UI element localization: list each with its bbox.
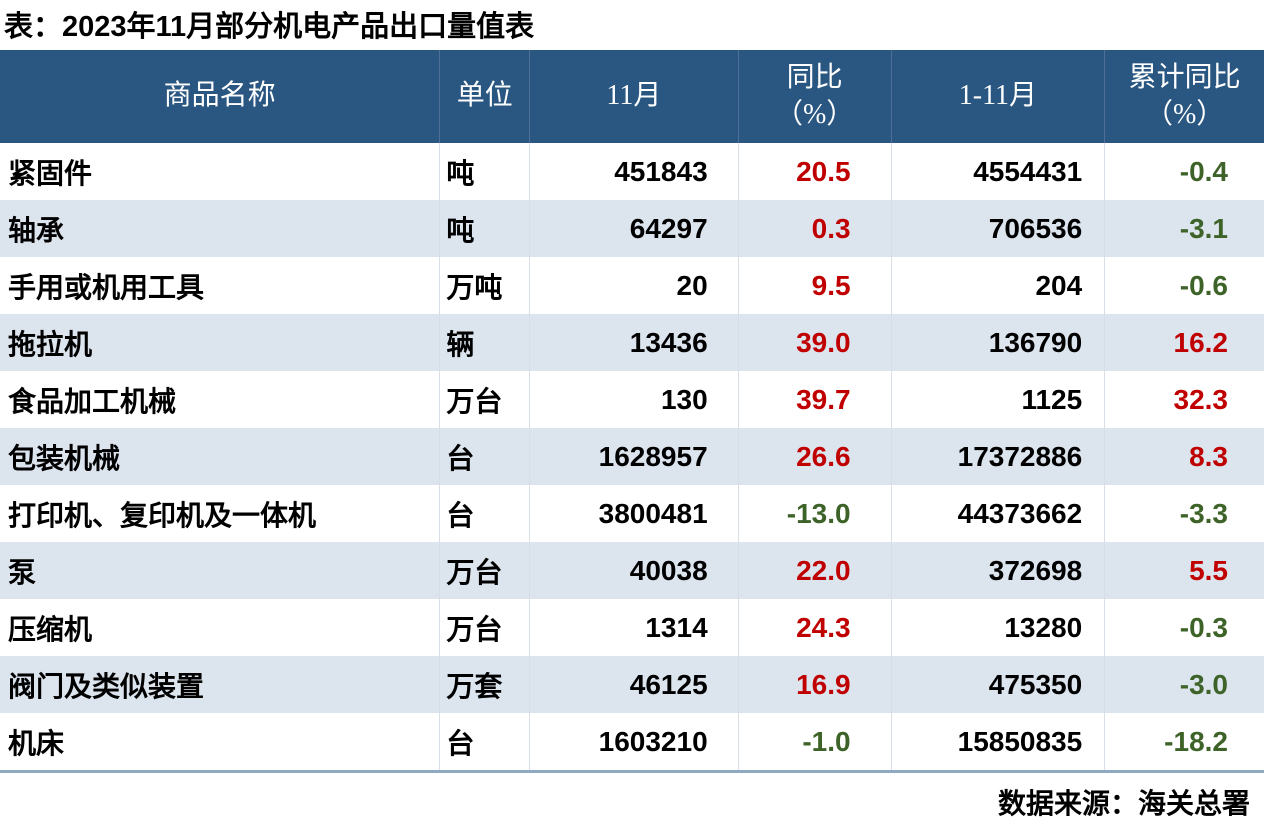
cumulative-yoy-cell: -0.6 <box>1179 269 1228 301</box>
table-row: 包装机械 台 1628957 26.6 17372886 8.3 <box>0 428 1264 485</box>
november-value-cell: 46125 <box>529 656 739 713</box>
export-data-table: 商品名称 单位 11月 同比 （%） 1-11月 累计同比 （%） 紧固件 吨 45… <box>0 50 1264 773</box>
cumulative-yoy-cell: 32.3 <box>1173 383 1229 415</box>
jan-nov-value-cell: 17372886 <box>891 428 1106 485</box>
product-cell: 手用或机用工具 <box>0 257 441 314</box>
yoy-cell: 9.5 <box>738 257 892 314</box>
product-cell: 阀门及类似装置 <box>0 656 441 713</box>
jan-nov-value-cell: 706536 <box>891 200 1106 257</box>
jan-nov-value-cell: 44373662 <box>891 485 1106 542</box>
unit-cell: 辆 <box>439 314 531 371</box>
yoy-cell: 16.9 <box>738 656 892 713</box>
col-header-cumulative-yoy-unit: （%） <box>1144 98 1225 130</box>
cumulative-yoy-cell: 8.3 <box>1189 440 1228 472</box>
unit-cell: 台 <box>439 428 531 485</box>
november-value-cell: 13436 <box>529 314 739 371</box>
unit-cell: 吨 <box>439 143 531 200</box>
col-header-cumulative-yoy: 累计同比 （%） <box>1104 50 1264 143</box>
november-value-cell: 3800481 <box>529 485 739 542</box>
table-body: 紧固件 吨 451843 20.5 4554431 -0.4 轴承 吨 6429… <box>0 143 1264 772</box>
unit-cell: 万台 <box>439 599 531 656</box>
product-cell: 食品加工机械 <box>0 371 441 428</box>
yoy-cell: -13.0 <box>738 485 892 542</box>
jan-nov-value-cell: 204 <box>891 257 1106 314</box>
jan-nov-value-cell: 15850835 <box>891 713 1106 772</box>
col-header-november: 11月 <box>529 50 739 143</box>
col-header-product: 商品名称 <box>0 50 441 143</box>
cumulative-yoy-cell: -3.1 <box>1179 212 1228 244</box>
cumulative-yoy-cell: -3.3 <box>1179 497 1228 529</box>
table-row: 机床 台 1603210 -1.0 15850835 -18.2 <box>0 713 1264 772</box>
november-value-cell: 1628957 <box>529 428 739 485</box>
product-cell: 轴承 <box>0 200 441 257</box>
jan-nov-value-cell: 372698 <box>891 542 1106 599</box>
jan-nov-value-cell: 13280 <box>891 599 1106 656</box>
yoy-cell: 26.6 <box>738 428 892 485</box>
yoy-cell: 39.7 <box>738 371 892 428</box>
table-row: 紧固件 吨 451843 20.5 4554431 -0.4 <box>0 143 1264 200</box>
november-value-cell: 451843 <box>529 143 739 200</box>
table-row: 拖拉机 辆 13436 39.0 136790 16.2 <box>0 314 1264 371</box>
jan-nov-value-cell: 136790 <box>891 314 1106 371</box>
unit-cell: 台 <box>439 713 531 772</box>
product-cell: 机床 <box>0 713 441 772</box>
product-cell: 拖拉机 <box>0 314 441 371</box>
table-header: 商品名称 单位 11月 同比 （%） 1-11月 累计同比 （%） <box>0 50 1264 143</box>
jan-nov-value-cell: 1125 <box>891 371 1106 428</box>
yoy-cell: 22.0 <box>738 542 892 599</box>
yoy-cell: 24.3 <box>738 599 892 656</box>
col-header-unit: 单位 <box>439 50 531 143</box>
cumulative-yoy-cell: -18.2 <box>1164 725 1228 757</box>
yoy-cell: 20.5 <box>738 143 892 200</box>
table-row: 手用或机用工具 万吨 20 9.5 204 -0.6 <box>0 257 1264 314</box>
table-title: 表：2023年11月部分机电产品出口量值表 <box>4 11 535 43</box>
november-value-cell: 130 <box>529 371 739 428</box>
table-row: 阀门及类似装置 万套 46125 16.9 475350 -3.0 <box>0 656 1264 713</box>
table-row: 轴承 吨 64297 0.3 706536 -3.1 <box>0 200 1264 257</box>
yoy-cell: -1.0 <box>738 713 892 772</box>
col-header-jan-nov: 1-11月 <box>891 50 1106 143</box>
unit-cell: 吨 <box>439 200 531 257</box>
unit-cell: 万台 <box>439 371 531 428</box>
table-row: 泵 万台 40038 22.0 372698 5.5 <box>0 542 1264 599</box>
november-value-cell: 20 <box>529 257 739 314</box>
product-cell: 打印机、复印机及一体机 <box>0 485 441 542</box>
product-cell: 紧固件 <box>0 143 441 200</box>
table-row: 食品加工机械 万台 130 39.7 1125 32.3 <box>0 371 1264 428</box>
unit-cell: 万台 <box>439 542 531 599</box>
unit-cell: 台 <box>439 485 531 542</box>
november-value-cell: 1314 <box>529 599 739 656</box>
november-value-cell: 40038 <box>529 542 739 599</box>
november-value-cell: 1603210 <box>529 713 739 772</box>
product-cell: 包装机械 <box>0 428 441 485</box>
jan-nov-value-cell: 4554431 <box>891 143 1106 200</box>
jan-nov-value-cell: 475350 <box>891 656 1106 713</box>
yoy-cell: 0.3 <box>738 200 892 257</box>
product-cell: 压缩机 <box>0 599 441 656</box>
header-row: 商品名称 单位 11月 同比 （%） 1-11月 累计同比 （%） <box>0 50 1264 143</box>
data-source-note: 数据来源：海关总署 <box>997 788 1250 819</box>
product-cell: 泵 <box>0 542 441 599</box>
col-header-yoy: 同比 （%） <box>738 50 892 143</box>
cumulative-yoy-cell: -0.4 <box>1179 155 1228 187</box>
yoy-cell: 39.0 <box>738 314 892 371</box>
cumulative-yoy-cell: 16.2 <box>1173 326 1229 358</box>
cumulative-yoy-cell: -0.3 <box>1179 611 1228 643</box>
cumulative-yoy-cell: -3.0 <box>1179 668 1228 700</box>
table-row: 压缩机 万台 1314 24.3 13280 -0.3 <box>0 599 1264 656</box>
table-row: 打印机、复印机及一体机 台 3800481 -13.0 44373662 -3.… <box>0 485 1264 542</box>
unit-cell: 万套 <box>439 656 531 713</box>
november-value-cell: 64297 <box>529 200 739 257</box>
cumulative-yoy-cell: 5.5 <box>1189 554 1228 586</box>
col-header-yoy-unit: （%） <box>774 98 855 130</box>
unit-cell: 万吨 <box>439 257 531 314</box>
